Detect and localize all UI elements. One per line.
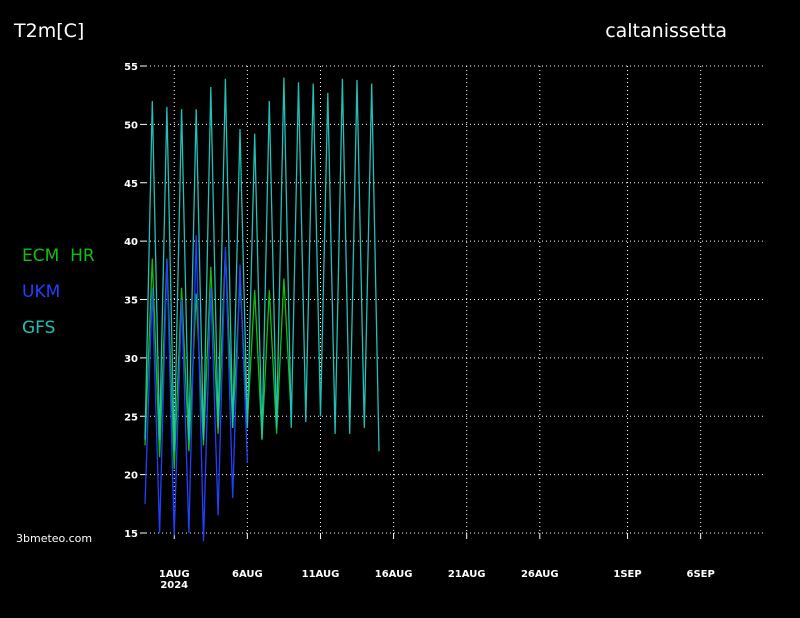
x-tick-label: 16AUG	[375, 569, 413, 580]
legend-entry: ECM HR	[22, 246, 95, 266]
x-tick-label: 6AUG	[232, 569, 263, 580]
series-line	[144, 235, 249, 542]
x-tick-label: 6SEP	[686, 569, 714, 580]
legend-entry: GFS	[22, 318, 55, 338]
x-tick-label: 11AUG	[302, 569, 340, 580]
x-tick-label: 1AUG	[159, 569, 190, 580]
y-tick-label: 45	[124, 179, 138, 190]
series-line	[144, 77, 380, 452]
x-tick-label: 1SEP	[613, 569, 641, 580]
chart-title: T2m[C]	[13, 20, 84, 42]
y-tick-label: 40	[124, 237, 138, 248]
y-tick-label: 20	[124, 471, 138, 482]
x-tick-label: 26AUG	[521, 569, 559, 580]
location: caltanissetta	[605, 20, 727, 42]
source: 3bmeteo.com	[16, 532, 92, 545]
x-year-label: 2024	[160, 580, 188, 591]
x-tick-label: 21AUG	[448, 569, 486, 580]
y-tick-label: 25	[124, 412, 138, 423]
y-tick-label: 50	[124, 120, 138, 131]
legend-entry: UKM	[22, 282, 60, 302]
y-tick-label: 55	[124, 62, 138, 73]
y-tick-label: 30	[124, 354, 138, 365]
y-tick-label: 15	[124, 529, 138, 540]
y-tick-label: 35	[124, 296, 138, 307]
